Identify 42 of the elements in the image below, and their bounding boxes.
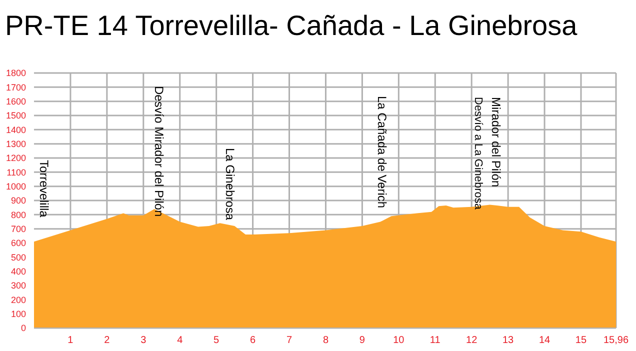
x-tick-label: 1 (68, 335, 74, 346)
x-tick-label: 15,96 (603, 335, 629, 346)
annotation: La Cañada de Verich (375, 96, 389, 208)
x-tick-label: 5 (214, 335, 220, 346)
x-tick-label: 11 (430, 335, 441, 346)
x-tick-label: 8 (322, 335, 329, 346)
y-tick-label: 900 (10, 196, 26, 206)
x-tick-label: 9 (359, 335, 366, 346)
y-tick-label: 100 (10, 309, 26, 320)
y-tick-label: 400 (10, 266, 26, 277)
x-tick-label: 6 (250, 335, 256, 346)
y-tick-label: 300 (10, 280, 26, 291)
annotation: Desvío Mirador del Pilón (152, 86, 166, 217)
annotation: La Ginebrosa (223, 148, 237, 220)
x-tick-label: 3 (140, 335, 147, 346)
x-tick-label: 13 (502, 335, 514, 346)
x-tick-label: 2 (104, 335, 110, 346)
annotation: Desvío a La Ginebrosa (472, 97, 484, 210)
y-tick-label: 1600 (6, 96, 26, 107)
y-tick-label: 0 (20, 323, 26, 334)
annotation: Torrevelilla (37, 160, 51, 218)
annotation: Mirador del Pilón (489, 97, 503, 188)
y-tick-label: 500 (10, 252, 26, 262)
y-tick-label: 800 (10, 210, 26, 220)
y-tick-label: 1800 (6, 68, 26, 78)
y-tick-label: 1300 (6, 139, 26, 150)
x-tick-label: 4 (177, 335, 184, 346)
chart-title: PR-TE 14 Torrevelilla- Cañada - La Ginebrosa (4, 9, 578, 43)
x-tick-label: 7 (286, 335, 292, 346)
x-tick-label: 15 (575, 335, 587, 346)
y-tick-label: 700 (10, 224, 26, 234)
y-tick-label: 600 (10, 238, 26, 248)
y-tick-label: 1400 (6, 124, 26, 135)
y-tick-label: 1200 (6, 153, 26, 164)
y-tick-label: 1700 (6, 82, 26, 92)
x-tick-label: 14 (538, 335, 551, 346)
x-tick-label: 12 (466, 335, 478, 346)
x-tick-label: 10 (393, 335, 405, 346)
y-tick-label: 200 (10, 294, 26, 305)
y-tick-label: 1500 (6, 110, 26, 121)
y-tick-label: 1100 (6, 167, 26, 178)
y-tick-label: 1000 (6, 182, 26, 192)
